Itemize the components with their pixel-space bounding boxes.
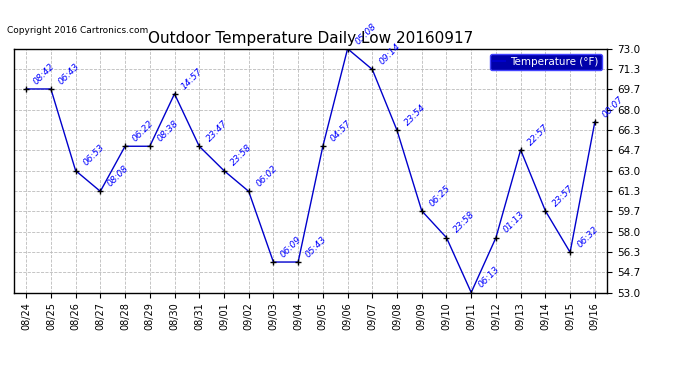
Text: 09:14: 09:14 bbox=[378, 42, 403, 67]
Text: 08:42: 08:42 bbox=[32, 62, 57, 86]
Text: 06:13: 06:13 bbox=[477, 265, 502, 290]
Text: 05:08: 05:08 bbox=[353, 21, 378, 46]
Text: 06:25: 06:25 bbox=[427, 183, 452, 208]
Text: 23:54: 23:54 bbox=[402, 103, 427, 128]
Text: 06:53: 06:53 bbox=[81, 143, 106, 168]
Text: 06:02: 06:02 bbox=[254, 164, 279, 189]
Legend: Temperature (°F): Temperature (°F) bbox=[490, 54, 602, 70]
Text: 06:09: 06:09 bbox=[279, 234, 304, 259]
Text: 06:22: 06:22 bbox=[130, 119, 155, 144]
Text: 23:58: 23:58 bbox=[230, 143, 255, 168]
Text: 08:08: 08:08 bbox=[106, 164, 130, 189]
Text: Copyright 2016 Cartronics.com: Copyright 2016 Cartronics.com bbox=[7, 26, 148, 35]
Text: 00:07: 00:07 bbox=[600, 94, 625, 119]
Text: 23:57: 23:57 bbox=[551, 183, 575, 208]
Title: Outdoor Temperature Daily Low 20160917: Outdoor Temperature Daily Low 20160917 bbox=[148, 31, 473, 46]
Text: 08:38: 08:38 bbox=[155, 119, 180, 144]
Text: 14:57: 14:57 bbox=[180, 66, 205, 91]
Text: 06:43: 06:43 bbox=[57, 62, 81, 86]
Text: 23:58: 23:58 bbox=[452, 210, 477, 235]
Text: 01:13: 01:13 bbox=[502, 210, 526, 235]
Text: 06:32: 06:32 bbox=[575, 225, 600, 249]
Text: 05:43: 05:43 bbox=[304, 234, 328, 259]
Text: 23:47: 23:47 bbox=[205, 119, 230, 144]
Text: 22:57: 22:57 bbox=[526, 122, 551, 147]
Text: 04:57: 04:57 bbox=[328, 119, 353, 144]
